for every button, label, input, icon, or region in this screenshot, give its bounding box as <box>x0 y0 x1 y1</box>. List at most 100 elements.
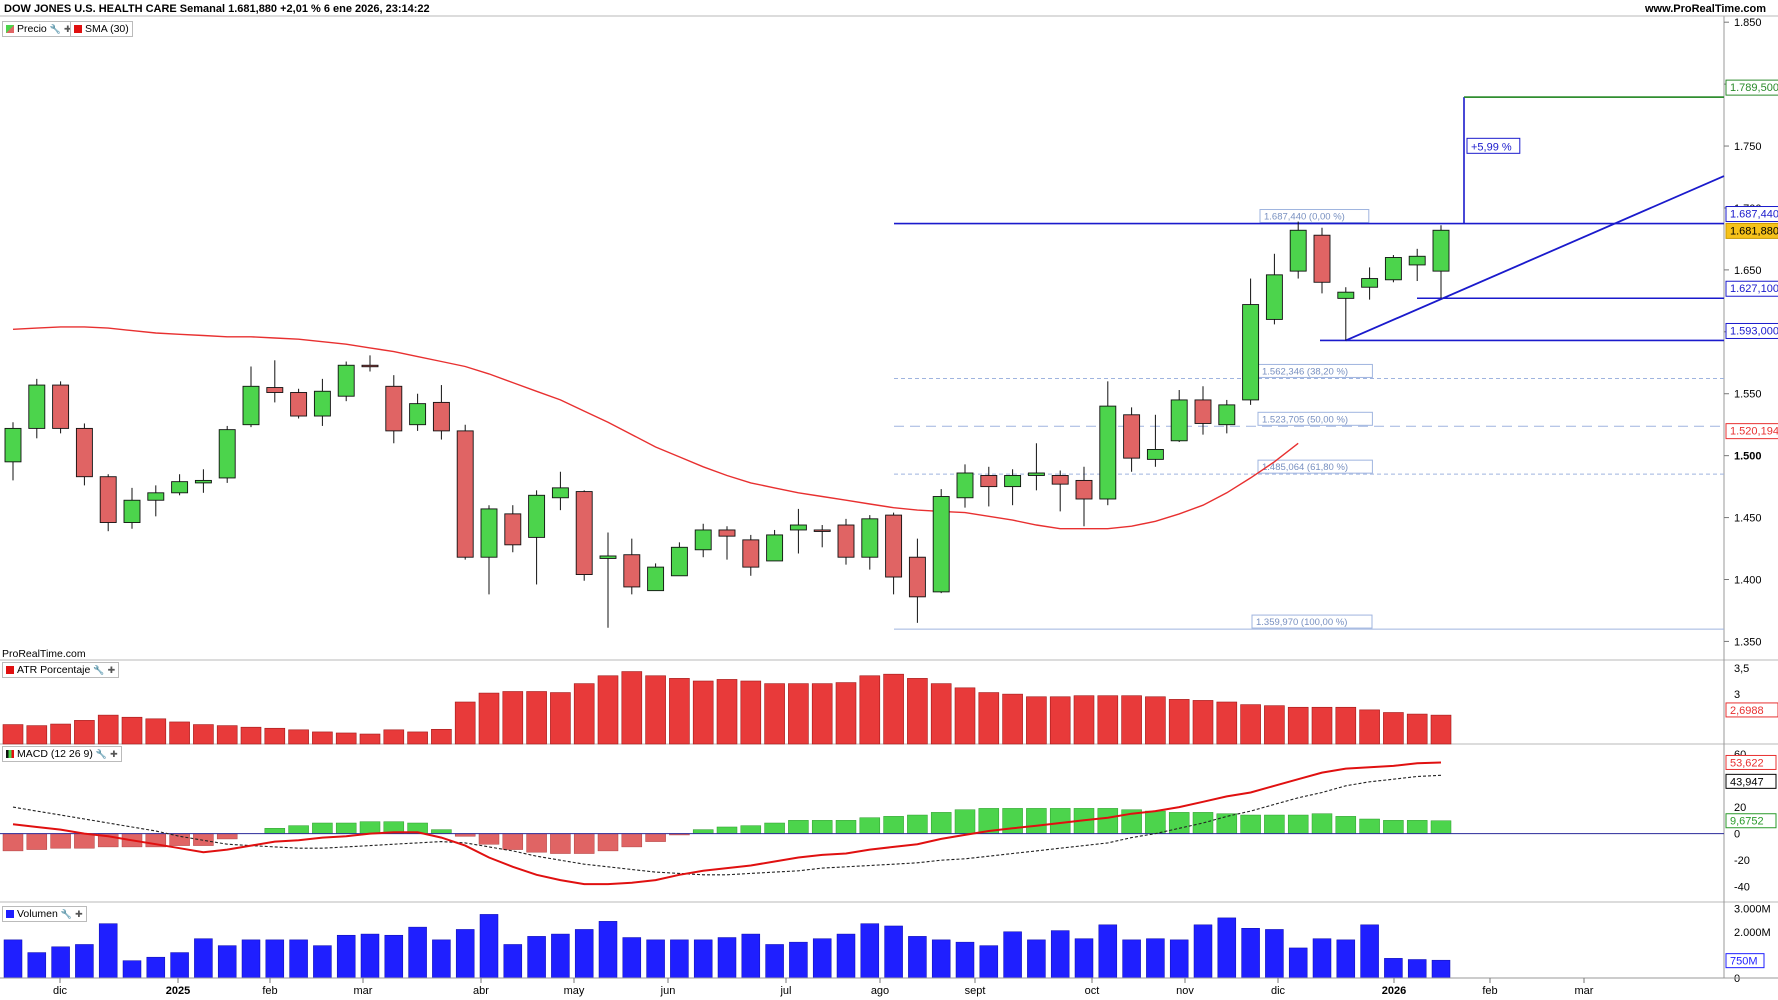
volume-bar <box>122 960 142 979</box>
volume-legend[interactable]: Volumen 🔧 ✚ <box>2 906 87 922</box>
volume-bar <box>289 939 308 979</box>
volume-bar <box>1003 931 1022 979</box>
candle <box>266 360 284 403</box>
candle <box>75 423 93 486</box>
plus-icon[interactable]: ✚ <box>75 908 83 919</box>
price-legend[interactable]: Precio 🔧 ✚ <box>2 21 76 37</box>
x-tick-label: dic <box>53 985 68 997</box>
price-tick-label: 1.850 <box>1734 17 1762 29</box>
atr-tick-label: 3,5 <box>1734 663 1749 675</box>
atr-value-box <box>1725 702 1778 718</box>
atr-bar <box>621 671 643 745</box>
plus-icon[interactable]: ✚ <box>107 664 116 675</box>
candle-body <box>813 529 831 532</box>
macd-hist-bar <box>550 833 571 854</box>
macd-hist-bar <box>526 833 547 853</box>
level-value-label: 1.687,440 <box>1730 209 1778 221</box>
macd-legend[interactable]: MACD (12 26 9) 🔧 ✚ <box>2 746 122 762</box>
volume-bar <box>313 945 332 979</box>
price-tick-label: 1.650 <box>1734 265 1762 277</box>
macd-hist-bar <box>1359 818 1380 834</box>
candle <box>1432 225 1450 299</box>
candle-body <box>1218 404 1236 426</box>
macd-value-label: 9,6752 <box>1730 816 1764 828</box>
atr-legend[interactable]: ATR Porcentaje 🔧 ✚ <box>2 662 120 678</box>
candle <box>575 490 593 581</box>
atr-bar <box>1097 695 1119 745</box>
plus-icon[interactable]: ✚ <box>110 748 118 759</box>
macd-tick-label: 20 <box>1734 802 1746 814</box>
candle <box>194 469 212 493</box>
candle-body <box>385 385 403 432</box>
candle-body <box>766 534 784 562</box>
candle-body <box>504 513 522 546</box>
atr-bar <box>50 723 71 745</box>
candle-body <box>1242 304 1260 401</box>
candle <box>885 512 903 595</box>
atr-bar <box>288 729 309 745</box>
volume-bar <box>955 941 975 979</box>
macd-hist-bar <box>859 817 881 834</box>
macd-hist-bar <box>692 829 714 834</box>
x-tick-label: mar <box>354 985 373 997</box>
candle <box>290 388 308 419</box>
volume-swatch <box>6 910 14 918</box>
macd-hist-bar <box>1383 820 1404 834</box>
candle <box>647 563 665 592</box>
volume-bar <box>884 925 903 979</box>
plus-icon[interactable]: ✚ <box>63 23 72 34</box>
wrench-icon[interactable]: 🔧 <box>49 23 61 34</box>
candle-body <box>718 529 736 537</box>
volume-bar <box>1050 930 1070 979</box>
macd-hist-bar <box>288 825 309 834</box>
atr-bar <box>1430 714 1452 745</box>
candle-body <box>409 403 427 426</box>
candle-body <box>4 427 22 463</box>
volume-bar <box>931 939 951 979</box>
candle-body <box>456 430 474 558</box>
candle-body <box>670 546 688 577</box>
fib-label-box <box>1251 614 1373 629</box>
macd-tick-label: -20 <box>1734 855 1750 867</box>
level-value-box <box>1725 206 1778 223</box>
candle-body <box>194 479 212 484</box>
sma-legend-label: SMA (30) <box>85 23 129 35</box>
wrench-icon[interactable]: 🔧 <box>60 908 73 919</box>
atr-bar <box>811 683 833 745</box>
x-tick-label: oct <box>1085 985 1100 997</box>
volume-bar <box>217 945 237 979</box>
candle-body <box>551 487 569 499</box>
wrench-icon[interactable]: 🔧 <box>93 664 105 675</box>
atr-bar <box>97 714 119 745</box>
candle-body <box>480 508 498 558</box>
macd-hist-bar <box>907 814 928 834</box>
atr-bar <box>216 725 238 745</box>
macd-swatch <box>6 750 14 758</box>
volume-bar <box>1217 917 1237 979</box>
atr-bar <box>835 682 857 745</box>
price-tick-label: 1.750 <box>1734 141 1762 153</box>
candle <box>623 538 641 595</box>
volume-tick-label: 0 <box>1734 973 1740 985</box>
atr-bar <box>716 679 738 745</box>
macd-hist-bar <box>954 809 976 834</box>
atr-bar <box>1002 693 1023 745</box>
candle <box>123 487 141 529</box>
wrench-icon[interactable]: 🔧 <box>95 748 108 759</box>
x-tick-label: may <box>564 985 585 997</box>
candle-body <box>789 524 807 531</box>
x-tick-label: ago <box>871 985 889 997</box>
site-link[interactable]: www.ProRealTime.com <box>1644 3 1766 15</box>
sma-legend[interactable]: SMA (30) <box>70 21 133 37</box>
candle <box>1123 407 1141 472</box>
candle <box>1099 381 1117 506</box>
candle <box>932 489 950 594</box>
atr-bar <box>1287 706 1309 745</box>
macd-hist-bar <box>216 833 238 840</box>
candle-body <box>837 524 855 558</box>
macd-hist-bar <box>1430 820 1452 834</box>
volume-bar <box>27 952 47 979</box>
atr-bar <box>669 678 690 745</box>
candle-body <box>1027 472 1045 476</box>
